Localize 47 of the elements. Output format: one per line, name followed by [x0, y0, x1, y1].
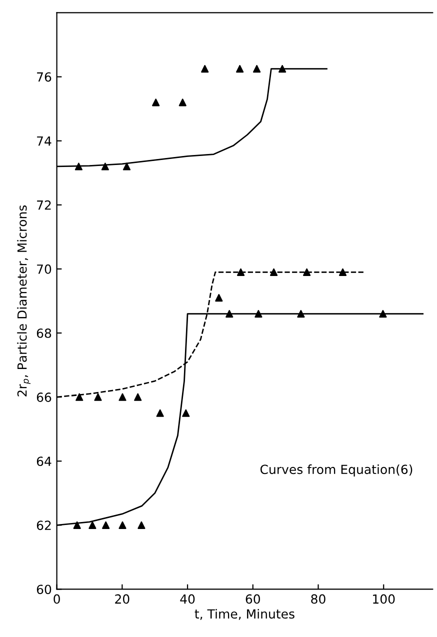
point	[201, 64, 209, 73]
point	[297, 310, 305, 318]
point	[152, 98, 160, 106]
x-axis-title: t, Time, Minutes	[194, 608, 294, 620]
point	[215, 294, 223, 302]
point	[73, 521, 81, 529]
point	[74, 162, 83, 170]
point	[138, 521, 146, 529]
point	[303, 268, 311, 276]
x-tick-label: 20	[115, 594, 130, 604]
y-tick-label: 60	[36, 584, 52, 594]
y-axis-title: 2r$_{p}$, Particle Diameter, Microns	[17, 205, 30, 396]
x-tick-label: 0	[54, 594, 60, 604]
point	[76, 393, 84, 401]
point	[338, 268, 347, 276]
point	[236, 64, 244, 73]
point	[236, 268, 245, 276]
annotation: Curves from Equation(6)	[260, 464, 412, 477]
point	[178, 98, 186, 106]
point	[88, 521, 96, 529]
y-tick-label: 64	[36, 456, 52, 466]
point	[254, 310, 262, 318]
y-tick-label: 72	[37, 200, 51, 210]
point	[94, 393, 102, 401]
point	[182, 409, 190, 417]
point	[253, 64, 261, 73]
y-tick-label: 70	[37, 264, 52, 274]
y-tick-label: 74	[37, 136, 52, 146]
point	[101, 162, 109, 170]
point	[379, 310, 387, 318]
point	[270, 268, 278, 276]
x-tick-label: 60	[246, 594, 260, 604]
x-tick-label: 100	[373, 594, 395, 604]
y-tick-label: 62	[36, 520, 51, 530]
x-tick-label: 40	[180, 594, 195, 604]
point	[122, 162, 131, 170]
y-tick-label: 76	[37, 72, 52, 82]
x-tick-label: 80	[311, 594, 326, 604]
point	[226, 310, 234, 318]
point	[278, 64, 286, 73]
point	[134, 393, 142, 401]
point	[118, 521, 126, 529]
point	[118, 393, 126, 401]
y-tick-label: 66	[36, 392, 52, 402]
y-tick-label: 68	[36, 328, 52, 338]
point	[156, 409, 164, 417]
point	[102, 521, 110, 529]
